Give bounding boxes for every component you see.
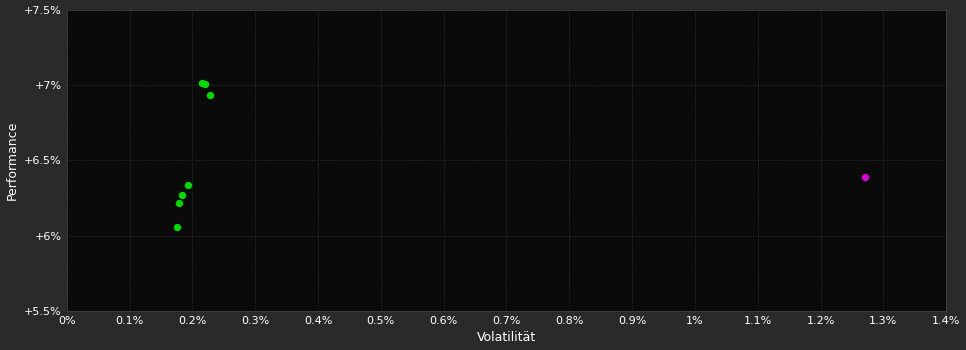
Point bbox=[181, 182, 196, 188]
Point bbox=[171, 201, 186, 206]
Y-axis label: Performance: Performance bbox=[6, 121, 18, 200]
Point bbox=[197, 81, 213, 87]
Point bbox=[174, 192, 189, 198]
Point bbox=[857, 174, 872, 180]
Point bbox=[194, 80, 210, 85]
Point bbox=[169, 224, 185, 229]
Point bbox=[202, 93, 217, 98]
X-axis label: Volatilität: Volatilität bbox=[477, 331, 536, 344]
